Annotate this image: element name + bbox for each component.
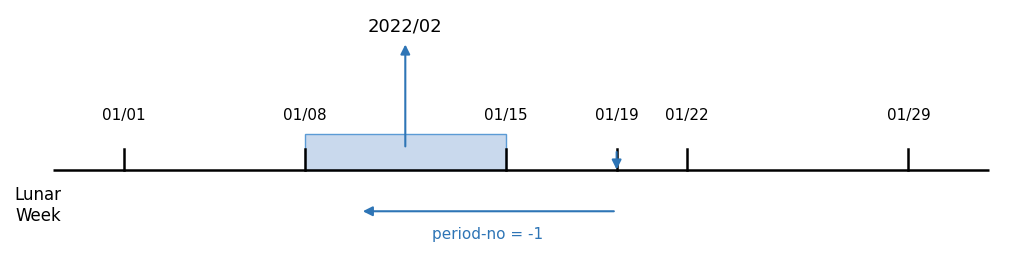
Bar	[304, 134, 506, 170]
Text: Lunar
Week: Lunar Week	[14, 186, 62, 225]
Text: period-no = -1: period-no = -1	[432, 227, 544, 242]
Text: 01/22: 01/22	[666, 108, 709, 123]
Text: 2022/02: 2022/02	[368, 17, 443, 35]
Text: 01/01: 01/01	[102, 108, 146, 123]
Text: 01/15: 01/15	[484, 108, 527, 123]
Text: 01/29: 01/29	[886, 108, 930, 123]
Text: 01/08: 01/08	[283, 108, 326, 123]
Text: 01/19: 01/19	[594, 108, 639, 123]
